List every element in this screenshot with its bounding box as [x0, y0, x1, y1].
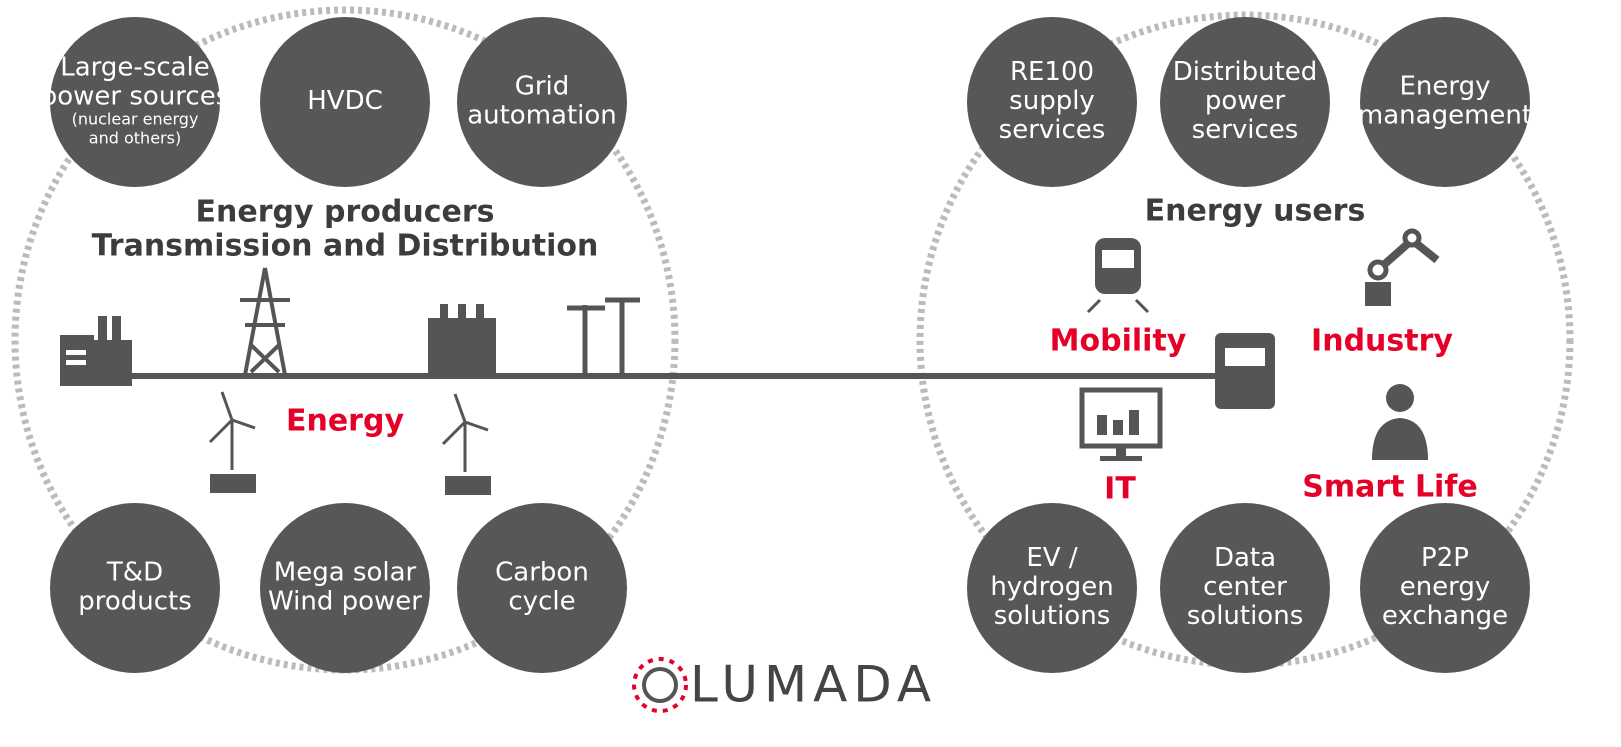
circle-label: Mega solar: [274, 558, 417, 588]
factory-icon: [60, 316, 132, 386]
left-title: Transmission and Distribution: [92, 229, 599, 264]
right-title: Energy users: [1145, 194, 1366, 229]
circle-note: (nuclear energy: [72, 110, 199, 129]
circle-label: exchange: [1382, 601, 1508, 631]
service-circle: [1160, 503, 1330, 673]
circle-label: services: [1192, 115, 1299, 145]
meter-icon: [1215, 333, 1275, 409]
service-circle: [50, 17, 220, 187]
service-circle: [260, 503, 430, 673]
monitor-icon: [1079, 387, 1163, 461]
circle-label: EV /: [1026, 543, 1077, 573]
service-circle: [260, 17, 430, 187]
segment-label: Energy: [286, 404, 404, 439]
circle-label: products: [78, 587, 192, 617]
wind-icons: [208, 391, 489, 472]
circle-label: Carbon: [495, 558, 589, 588]
circle-label: Large-scale: [60, 53, 210, 83]
circle-label: Wind power: [268, 587, 422, 617]
circle-label: energy: [1400, 572, 1491, 602]
circle-label: RE100: [1010, 57, 1094, 87]
pylon-icon: [240, 267, 290, 376]
service-circle: [967, 17, 1137, 187]
circle-label: solutions: [994, 601, 1111, 631]
solar-icons: [210, 474, 491, 495]
circle-label: management: [1358, 101, 1532, 131]
segment-label: Smart Life: [1302, 470, 1478, 505]
circle-label: T&D: [106, 558, 163, 588]
service-circle: [50, 503, 220, 673]
circle-label: center: [1203, 572, 1287, 602]
circle-label: power: [1205, 86, 1286, 116]
circle-note: and others): [89, 129, 181, 148]
logo: LUMADA: [690, 656, 937, 714]
circle-label: supply: [1009, 86, 1095, 116]
circle-label: automation: [467, 101, 617, 131]
circle-label: Grid: [515, 72, 570, 102]
segment-label: Mobility: [1050, 324, 1187, 359]
service-circle: [1360, 503, 1530, 673]
circle-label: solutions: [1187, 601, 1304, 631]
right-zone: [916, 11, 1574, 669]
segment-label: IT: [1104, 472, 1136, 507]
service-circle: [1160, 17, 1330, 187]
circle-label: Energy: [1399, 72, 1490, 102]
circle-label: power sources: [41, 82, 230, 112]
doctor-icon: [1372, 384, 1428, 460]
left-zone: [11, 6, 679, 674]
pole-icon: [567, 297, 640, 375]
service-circle: [457, 503, 627, 673]
transformer-icon: [428, 304, 496, 374]
circle-label: hydrogen: [990, 572, 1113, 602]
circle-label: cycle: [508, 587, 575, 617]
train-icon: [1086, 238, 1150, 314]
left-title: Energy producers: [196, 195, 495, 230]
logo-icon: [632, 657, 688, 713]
circle-label: services: [999, 115, 1106, 145]
robot-icon: [1365, 228, 1440, 306]
service-circle: [967, 503, 1137, 673]
service-circle: [1360, 17, 1530, 187]
circle-label: Distributed: [1173, 57, 1318, 87]
circle-label: HVDC: [307, 86, 383, 116]
segment-label: Industry: [1311, 324, 1453, 359]
circle-label: Data: [1214, 543, 1276, 573]
circle-label: P2P: [1421, 543, 1469, 573]
service-circle: [457, 17, 627, 187]
